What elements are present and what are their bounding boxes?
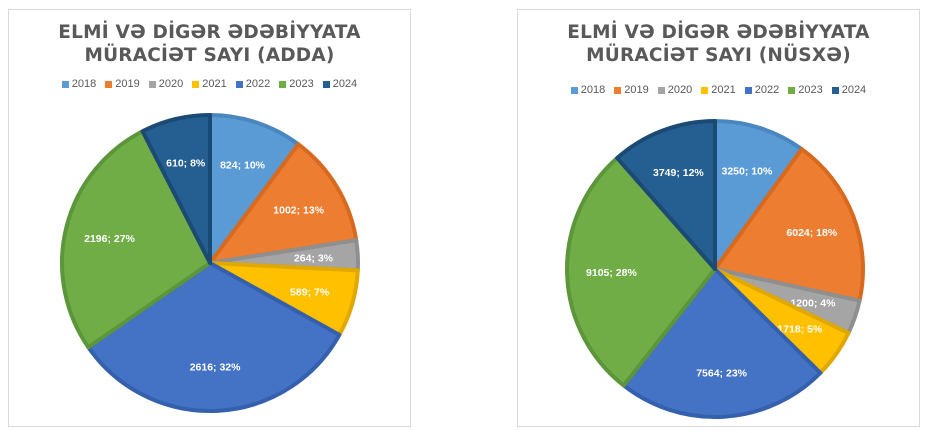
legend-swatch: [701, 86, 709, 94]
data-label-2018: 824; 10%: [220, 160, 266, 172]
legend-item-2023: 2023: [788, 84, 823, 96]
legend-item-2024: 2024: [322, 78, 358, 90]
data-label-2022: 7564; 23%: [696, 367, 747, 379]
legend-item-2019: 2019: [105, 78, 140, 90]
chart-title: ELMİ VƏ DİGƏR ƏDƏBİYYATA MÜRACİƏT SAYI (…: [518, 21, 919, 67]
legend-swatch: [235, 80, 243, 88]
pie-plot: 3250; 10% 6024; 18% 1200; 4% 1718; 5% 7564; …: [565, 119, 865, 419]
legend-label: 2022: [754, 84, 780, 96]
title-line-2: MÜRACİƏT SAYI (ADDA): [84, 45, 335, 66]
legend-swatch: [570, 86, 578, 94]
pie-slice-2019: [713, 147, 865, 303]
data-label-2020: 264; 3%: [294, 253, 334, 265]
legend-item-2022: 2022: [235, 78, 271, 90]
legend-label: 2023: [798, 84, 823, 96]
pie-slice-2024: [615, 119, 717, 271]
data-label-2023: 9105; 28%: [586, 267, 637, 279]
legend-label: 2019: [115, 78, 140, 90]
legend-swatch: [192, 80, 200, 88]
data-label-2019: 1002; 13%: [273, 204, 324, 216]
chart-adda: ELMİ VƏ DİGƏR ƏDƏBİYYATA MÜRACİƏT SAYI (…: [8, 9, 411, 427]
legend-label: 2021: [202, 78, 227, 90]
legend-label: 2024: [332, 78, 358, 90]
data-label-2021: 589; 7%: [290, 286, 330, 298]
legend-swatch: [105, 80, 113, 88]
pie-slice-2018: [713, 119, 804, 271]
legend-swatch: [614, 86, 622, 94]
legend-swatch: [657, 86, 665, 94]
title-line-1: ELMİ VƏ DİGƏR ƏDƏBİYYATA: [567, 22, 870, 43]
legend-label: 2024: [841, 84, 867, 96]
data-label-2022: 2616; 32%: [190, 361, 241, 373]
pie-slice-2019: [208, 142, 359, 265]
legend-item-2021: 2021: [192, 78, 227, 90]
legend-item-2022: 2022: [744, 84, 780, 96]
pie-slice-2023: [60, 129, 212, 350]
legend-item-2020: 2020: [657, 84, 693, 96]
legend-item-2020: 2020: [148, 78, 184, 90]
legend-label: 2020: [667, 84, 693, 96]
pie-slice-2024: [140, 113, 212, 265]
chart-nusxe: ELMİ VƏ DİGƏR ƏDƏBİYYATA MÜRACİƏT SAYI (…: [517, 9, 920, 427]
legend-label: 2018: [580, 84, 606, 96]
data-label-2021: 1718; 5%: [777, 324, 823, 336]
data-label-2024: 610; 8%: [166, 157, 206, 169]
chart-title: ELMİ VƏ DİGƏR ƏDƏBİYYATA MÜRACİƏT SAYI (…: [9, 21, 410, 67]
legend-label: 2018: [71, 78, 97, 90]
data-label-2023: 2196; 27%: [84, 233, 135, 245]
legend-swatch: [831, 86, 839, 94]
legend-swatch: [744, 86, 752, 94]
data-label-2024: 3749; 12%: [653, 167, 704, 179]
pie-plot: 824; 10% 1002; 13% 264; 3% 589; 7% 2616; 32%…: [60, 113, 360, 413]
legend-label: 2019: [624, 84, 649, 96]
legend-swatch: [322, 80, 330, 88]
legend-item-2024: 2024: [831, 84, 867, 96]
legend-item-2021: 2021: [701, 84, 736, 96]
pie-slice-2022: [621, 267, 823, 419]
pie-slice-2022: [86, 261, 342, 413]
pie-slice-2023: [565, 155, 717, 388]
legend-item-2018: 2018: [61, 78, 97, 90]
legend-item-2018: 2018: [570, 84, 606, 96]
legend-item-2019: 2019: [614, 84, 649, 96]
legend-swatch: [148, 80, 156, 88]
legend-item-2023: 2023: [279, 78, 314, 90]
data-label-2018: 3250; 10%: [722, 165, 773, 177]
legend: 2018 2019 2020 2021 2022 2023 2024: [518, 84, 919, 96]
legend-label: 2022: [245, 78, 271, 90]
data-label-2020: 1200; 4%: [790, 298, 836, 310]
legend: 2018 2019 2020 2021 2022 2023 2024: [9, 78, 410, 90]
legend-swatch: [279, 80, 287, 88]
legend-swatch: [788, 86, 796, 94]
data-label-2019: 6024; 18%: [786, 227, 837, 239]
legend-label: 2021: [711, 84, 736, 96]
title-line-2: MÜRACİƏT SAYI (NÜSXƏ): [586, 45, 851, 66]
pie-slice-2018: [208, 113, 301, 265]
legend-swatch: [61, 80, 69, 88]
title-line-1: ELMİ VƏ DİGƏR ƏDƏBİYYATA: [58, 22, 361, 43]
legend-label: 2023: [289, 78, 314, 90]
legend-label: 2020: [158, 78, 184, 90]
